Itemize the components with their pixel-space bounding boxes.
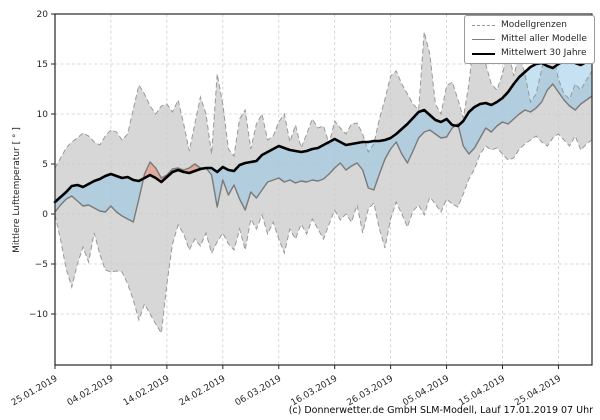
gray-line-icon: [472, 39, 495, 40]
x-tick-label: 04.02.2019: [66, 374, 116, 409]
legend-label: Mittel aller Modelle: [501, 34, 587, 44]
model-range-band: [55, 32, 592, 333]
legend-item-model-bounds: Modellgrenzen: [472, 20, 587, 31]
x-tick-label: 24.02.2019: [178, 374, 228, 409]
warmer-than-normal-fill: [143, 162, 206, 182]
legend-box: Modellgrenzen Mittel aller Modelle Mitte…: [464, 15, 595, 64]
y-tick-label: 0: [42, 210, 48, 220]
x-tick-label: 14.02.2019: [122, 374, 172, 409]
mean-30-years-line: [53, 58, 594, 204]
y-tick-label: 15: [37, 60, 48, 70]
legend-label: Modellgrenzen: [501, 20, 567, 30]
x-tick-label: 26.03.2019: [345, 374, 395, 409]
plot-frame: [54, 13, 593, 366]
legend-item-model-mean: Mittel aller Modelle: [472, 34, 587, 45]
y-tick-label: −5: [35, 260, 48, 270]
copyright-caption: (c) Donnerwetter.de GmbH SLM-Modell, Lau…: [288, 405, 593, 416]
x-tick-label: 05.04.2019: [401, 374, 451, 409]
colder-than-normal-fill: [458, 60, 592, 154]
x-tick-label: 06.03.2019: [234, 374, 284, 409]
colder-than-normal-fill: [206, 110, 456, 210]
legend-item-30y-mean: Mittelwert 30 Jahre: [472, 48, 587, 59]
x-tick-label: 16.03.2019: [290, 374, 340, 409]
x-tick-label: 25.01.2019: [10, 374, 60, 409]
model-upper-bound-line: [54, 31, 593, 169]
model-mean-line: [54, 83, 593, 223]
y-tick-label: 20: [37, 10, 49, 20]
y-tick-label: 5: [42, 160, 48, 170]
y-tick-label: 10: [37, 110, 49, 120]
black-thick-line-icon: [472, 52, 495, 55]
y-axis-label: Mittlere Lufttemperatur [ ° ]: [12, 127, 22, 253]
dashed-line-icon: [472, 25, 495, 26]
model-lower-bound-line: [54, 133, 593, 335]
x-tick-label: 25.04.2019: [513, 374, 563, 409]
y-tick-label: −10: [29, 310, 48, 320]
legend-label: Mittelwert 30 Jahre: [501, 48, 587, 58]
x-tick-label: 15.04.2019: [457, 374, 507, 409]
